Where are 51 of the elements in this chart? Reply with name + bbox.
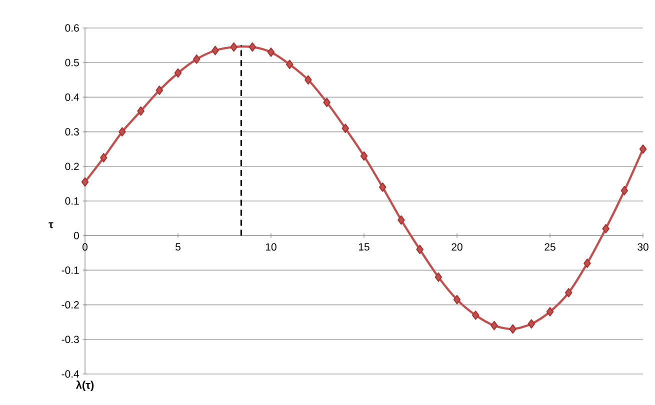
point (248, 42, 256, 52)
point (81, 177, 89, 187)
y-tick-label: 0.2 (65, 162, 79, 170)
y-tick-label: 0.6 (65, 24, 79, 32)
point (174, 68, 182, 78)
point (342, 124, 350, 134)
x-tick-label: 30 (638, 243, 648, 251)
point (304, 75, 312, 85)
x-tick-label: 20 (452, 243, 462, 251)
y-axis-title: τ (48, 222, 54, 228)
y-tick-label: -0.4 (62, 370, 80, 378)
x-axis-title: λ(τ) (76, 380, 94, 391)
point (378, 182, 386, 192)
point (100, 153, 108, 162)
point (156, 86, 164, 95)
point (267, 48, 275, 57)
point (416, 244, 424, 254)
y-tick-label: -0.2 (62, 301, 79, 309)
y-tick-label: 0.1 (65, 197, 79, 205)
point (398, 215, 405, 225)
y-tick-label: -0.3 (62, 336, 79, 344)
x-tick-label: 25 (544, 243, 556, 251)
point (472, 310, 480, 320)
point (212, 46, 219, 56)
point (639, 144, 647, 154)
point (528, 319, 536, 329)
y-tick-label: 0.4 (65, 94, 80, 101)
y-tick-label: 0.3 (65, 128, 79, 136)
y-tick-label: 0 (74, 232, 79, 240)
x-tick-label: 0 (82, 243, 88, 251)
point (360, 151, 368, 161)
point (286, 60, 294, 70)
point (620, 186, 628, 196)
point (509, 324, 516, 334)
point (546, 307, 554, 316)
point (584, 258, 591, 268)
point (453, 294, 461, 304)
point (230, 42, 238, 52)
point (490, 320, 498, 330)
point (137, 106, 144, 116)
point (118, 127, 126, 136)
x-tick-label: 15 (358, 243, 370, 251)
point (602, 224, 610, 234)
y-tick-label: -0.1 (62, 266, 79, 274)
point (323, 98, 330, 108)
x-tick-label: 5 (176, 243, 180, 251)
y-tick-label: 0.5 (65, 58, 79, 66)
point (564, 288, 572, 298)
x-tick-label: 10 (266, 243, 276, 251)
point (192, 54, 200, 64)
point (434, 272, 442, 282)
